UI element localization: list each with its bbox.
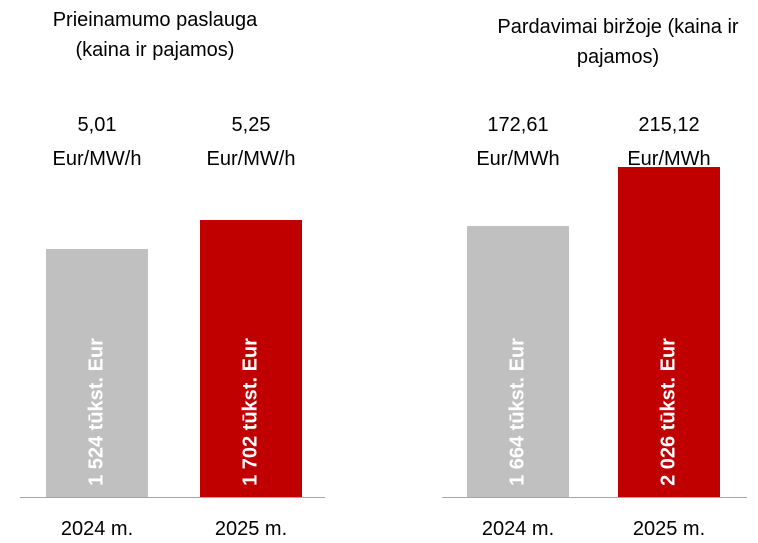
x-tick-label: 2025 m. — [214, 518, 288, 540]
annotation: 172,61 — [487, 114, 549, 136]
annotation: 5,01 — [77, 114, 117, 136]
baseline — [20, 497, 325, 498]
annotation: Eur/MW/h — [52, 148, 142, 170]
chart-title: Pardavimai biržoje (kaina ir pajamos) — [497, 16, 739, 68]
value-label: 1 664 tūkst. Eur — [506, 338, 529, 486]
chart-title: Prieinamumo paslauga (kaina ir pajamos) — [52, 9, 258, 61]
bar — [618, 166, 720, 497]
bar — [46, 248, 148, 497]
annotation: Eur/MWh — [476, 148, 560, 170]
x-tick-label: 2025 m. — [632, 518, 706, 540]
annotation: 5,25 — [231, 114, 271, 136]
x-tick-label: 2024 m. — [481, 518, 555, 540]
bar — [200, 219, 302, 497]
value-label: 2 026 tūkst. Eur — [657, 338, 680, 486]
annotation: Eur/MWh — [627, 148, 711, 170]
value-label: 1 702 tūkst. Eur — [239, 338, 262, 486]
bar — [467, 225, 569, 497]
x-tick-label: 2024 m. — [60, 518, 134, 540]
baseline — [442, 497, 747, 498]
annotation: Eur/MW/h — [206, 148, 296, 170]
annotation: 215,12 — [638, 114, 700, 136]
value-label: 1 524 tūkst. Eur — [85, 338, 108, 486]
